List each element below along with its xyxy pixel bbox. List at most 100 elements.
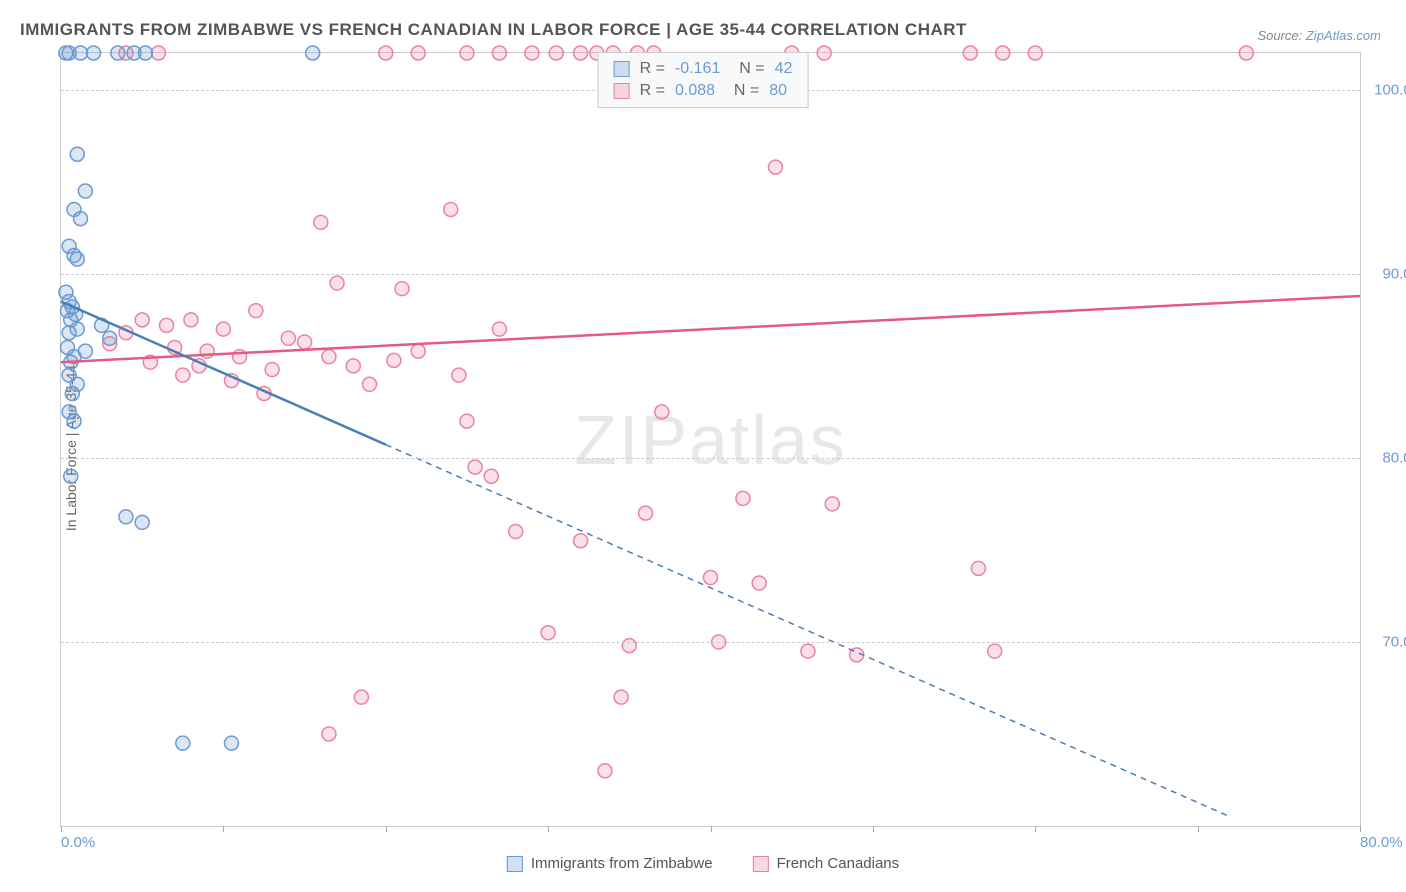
x-tick <box>873 826 874 832</box>
y-tick-label: 90.0% <box>1382 265 1406 282</box>
plot-area: In Labor Force | Age 35-44 ZIPatlas 70.0… <box>60 52 1361 827</box>
n-value-blue: 42 <box>775 60 793 78</box>
scatter-point-blue <box>62 326 76 340</box>
r-label: R = <box>640 60 665 78</box>
scatter-point-pink <box>249 304 263 318</box>
scatter-point-pink <box>736 491 750 505</box>
source-attribution: Source: ZipAtlas.com <box>1257 28 1381 43</box>
scatter-point-pink <box>704 571 718 585</box>
scatter-point-pink <box>216 322 230 336</box>
scatter-point-pink <box>184 313 198 327</box>
x-tick-label: 0.0% <box>61 834 95 851</box>
chart-title: IMMIGRANTS FROM ZIMBABWE VS FRENCH CANAD… <box>20 20 967 40</box>
scatter-point-pink <box>322 727 336 741</box>
scatter-svg <box>61 53 1360 826</box>
x-tick <box>711 826 712 832</box>
x-tick <box>1035 826 1036 832</box>
regression-line-dashed <box>386 445 1230 817</box>
source-link[interactable]: ZipAtlas.com <box>1306 28 1381 43</box>
scatter-point-pink <box>484 469 498 483</box>
scatter-point-pink <box>614 690 628 704</box>
scatter-point-blue <box>86 46 100 60</box>
x-tick <box>386 826 387 832</box>
scatter-point-blue <box>64 469 78 483</box>
gridline <box>61 458 1360 459</box>
scatter-point-blue <box>73 46 87 60</box>
scatter-point-pink <box>176 368 190 382</box>
legend-stats-box: R = -0.161 N = 42 R = 0.088 N = 80 <box>598 52 809 108</box>
scatter-point-pink <box>452 368 466 382</box>
x-tick <box>61 826 62 832</box>
legend-swatch-blue <box>614 61 630 77</box>
x-tick <box>1360 826 1361 832</box>
scatter-point-pink <box>768 160 782 174</box>
scatter-point-pink <box>314 215 328 229</box>
scatter-point-blue <box>306 46 320 60</box>
scatter-point-pink <box>298 335 312 349</box>
scatter-point-pink <box>817 46 831 60</box>
scatter-point-pink <box>346 359 360 373</box>
scatter-point-pink <box>354 690 368 704</box>
y-tick-label: 100.0% <box>1374 81 1406 98</box>
chart-container: IMMIGRANTS FROM ZIMBABWE VS FRENCH CANAD… <box>0 0 1406 892</box>
r-label: R = <box>640 82 665 100</box>
r-value-pink: 0.088 <box>675 82 715 100</box>
legend-item-zimbabwe: Immigrants from Zimbabwe <box>507 855 713 872</box>
scatter-point-pink <box>411 46 425 60</box>
legend-label-zimbabwe: Immigrants from Zimbabwe <box>531 855 713 872</box>
scatter-point-pink <box>460 46 474 60</box>
scatter-point-blue <box>135 515 149 529</box>
scatter-point-pink <box>330 276 344 290</box>
x-tick <box>548 826 549 832</box>
y-tick-label: 80.0% <box>1382 449 1406 466</box>
scatter-point-pink <box>509 525 523 539</box>
scatter-point-blue <box>67 414 81 428</box>
scatter-point-pink <box>622 639 636 653</box>
scatter-point-pink <box>135 313 149 327</box>
scatter-point-pink <box>541 626 555 640</box>
scatter-point-pink <box>322 350 336 364</box>
scatter-point-blue <box>138 46 152 60</box>
source-label: Source: <box>1257 28 1305 43</box>
scatter-point-pink <box>1028 46 1042 60</box>
n-value-pink: 80 <box>769 82 787 100</box>
scatter-point-blue <box>65 386 79 400</box>
scatter-point-pink <box>639 506 653 520</box>
scatter-point-blue <box>70 147 84 161</box>
scatter-point-pink <box>444 202 458 216</box>
scatter-point-blue <box>103 331 117 345</box>
bottom-legend: Immigrants from Zimbabwe French Canadian… <box>507 855 899 872</box>
scatter-point-pink <box>801 644 815 658</box>
scatter-point-blue <box>176 736 190 750</box>
scatter-point-pink <box>468 460 482 474</box>
scatter-point-pink <box>996 46 1010 60</box>
r-value-blue: -0.161 <box>675 60 720 78</box>
gridline <box>61 274 1360 275</box>
n-label: N = <box>730 60 764 78</box>
scatter-point-blue <box>119 510 133 524</box>
x-tick <box>223 826 224 832</box>
scatter-point-blue <box>78 184 92 198</box>
scatter-point-pink <box>492 322 506 336</box>
scatter-point-pink <box>574 46 588 60</box>
scatter-point-pink <box>988 644 1002 658</box>
scatter-point-pink <box>574 534 588 548</box>
scatter-point-pink <box>265 363 279 377</box>
scatter-point-pink <box>160 318 174 332</box>
legend-item-french-canadian: French Canadians <box>753 855 900 872</box>
scatter-point-pink <box>363 377 377 391</box>
legend-label-french-canadian: French Canadians <box>777 855 900 872</box>
scatter-point-blue <box>73 212 87 226</box>
scatter-point-pink <box>395 282 409 296</box>
legend-swatch-pink <box>614 83 630 99</box>
legend-stats-row-blue: R = -0.161 N = 42 <box>614 58 793 80</box>
scatter-point-pink <box>549 46 563 60</box>
scatter-point-pink <box>151 46 165 60</box>
scatter-point-pink <box>752 576 766 590</box>
legend-swatch-blue <box>507 856 523 872</box>
y-tick-label: 70.0% <box>1382 633 1406 650</box>
scatter-point-pink <box>492 46 506 60</box>
legend-swatch-pink <box>753 856 769 872</box>
scatter-point-pink <box>598 764 612 778</box>
scatter-point-pink <box>971 561 985 575</box>
